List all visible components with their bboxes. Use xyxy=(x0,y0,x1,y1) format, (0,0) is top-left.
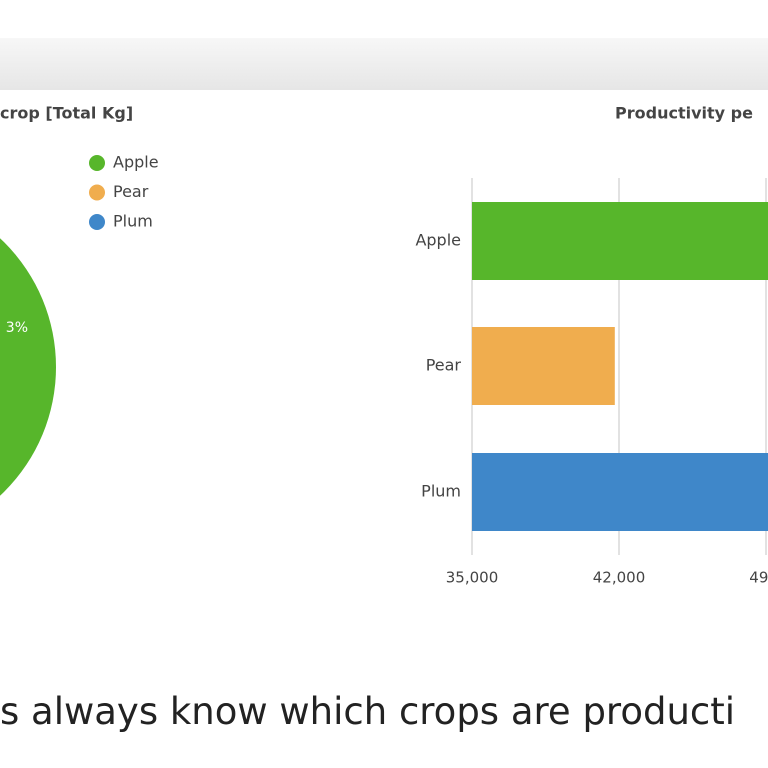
legend-label: Pear xyxy=(113,182,149,201)
pie-slice xyxy=(0,238,56,496)
legend-label: Apple xyxy=(113,153,159,172)
chart-title: crop [Total Kg] xyxy=(0,104,133,123)
bar xyxy=(472,202,768,280)
legend-swatch xyxy=(89,155,105,171)
charts: crop [Total Kg] 3% Apple Pear Plum Productivi… xyxy=(0,104,768,587)
slice-label: 3% xyxy=(6,320,28,336)
x-tick-label: 35,000 xyxy=(446,569,499,587)
bar xyxy=(472,327,615,405)
y-tick-label: Plum xyxy=(421,482,461,501)
y-tick-label: Apple xyxy=(415,231,461,250)
x-tick-label: 49,0 xyxy=(749,569,768,587)
y-tick-label: Pear xyxy=(426,356,462,375)
legend-label: Plum xyxy=(113,212,153,231)
panel-header xyxy=(0,38,768,90)
bar xyxy=(472,453,768,531)
legend-swatch xyxy=(89,214,105,230)
caption: s always know which crops are producti xyxy=(0,690,736,733)
x-tick-label: 42,000 xyxy=(593,569,646,587)
chart-title: Productivity pe xyxy=(615,104,753,123)
legend-swatch xyxy=(89,184,105,201)
